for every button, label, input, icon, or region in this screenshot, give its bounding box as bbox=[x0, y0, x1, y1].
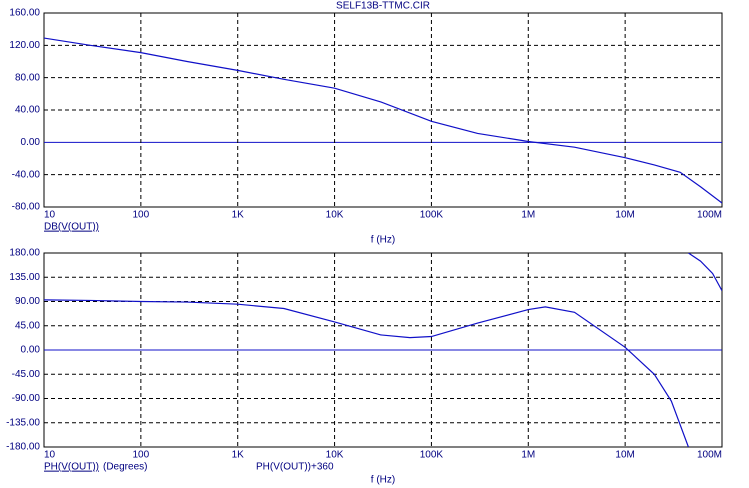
x-tick-label: 10M bbox=[615, 210, 634, 221]
x-tick-label: 10M bbox=[615, 450, 634, 461]
x-tick-label: 100 bbox=[133, 210, 150, 221]
y-tick-label: 0.00 bbox=[21, 345, 41, 356]
x-tick-label: 100M bbox=[697, 210, 722, 221]
x-tick-label: 1K bbox=[232, 450, 245, 461]
y-tick-label: 80.00 bbox=[15, 72, 40, 83]
x-tick-label: 10K bbox=[326, 210, 344, 221]
legend-label: PH(V(OUT))+360 bbox=[256, 462, 334, 473]
legend-label: DB(V(OUT)) bbox=[44, 222, 99, 233]
y-tick-label: 40.00 bbox=[15, 105, 40, 116]
y-tick-label: 135.00 bbox=[9, 272, 40, 283]
legend-label: PH(V(OUT)) bbox=[44, 462, 99, 473]
chart-title: SELF13B-TTMC.CIR bbox=[336, 1, 430, 12]
x-tick-label: 10K bbox=[326, 450, 344, 461]
x-tick-label: 100K bbox=[420, 450, 444, 461]
y-tick-label: -90.00 bbox=[12, 393, 41, 404]
series-line bbox=[44, 299, 689, 447]
x-tick-label: 10 bbox=[44, 450, 56, 461]
y-axis-label: (Degrees) bbox=[103, 462, 147, 473]
x-tick-label: 100 bbox=[133, 450, 150, 461]
y-tick-label: -135.00 bbox=[6, 417, 40, 428]
y-tick-label: 90.00 bbox=[15, 296, 40, 307]
x-axis-label: f (Hz) bbox=[371, 235, 395, 246]
y-tick-label: -80.00 bbox=[12, 202, 41, 213]
y-tick-label: 45.00 bbox=[15, 320, 40, 331]
series-line bbox=[44, 37, 722, 204]
x-tick-label: 10 bbox=[44, 210, 56, 221]
y-tick-label: 120.00 bbox=[9, 40, 40, 51]
x-tick-label: 1M bbox=[521, 450, 535, 461]
x-tick-label: 1K bbox=[232, 210, 245, 221]
x-tick-label: 100K bbox=[420, 210, 444, 221]
y-tick-label: -180.00 bbox=[6, 442, 40, 453]
y-tick-label: 0.00 bbox=[21, 137, 41, 148]
x-tick-label: 1M bbox=[521, 210, 535, 221]
y-tick-label: 180.00 bbox=[9, 248, 40, 259]
x-axis-label: f (Hz) bbox=[371, 475, 395, 486]
y-tick-label: -40.00 bbox=[12, 169, 41, 180]
x-tick-label: 100M bbox=[697, 450, 722, 461]
y-tick-label: 160.00 bbox=[9, 8, 40, 19]
y-tick-label: -45.00 bbox=[12, 369, 41, 380]
series-line bbox=[688, 253, 722, 292]
